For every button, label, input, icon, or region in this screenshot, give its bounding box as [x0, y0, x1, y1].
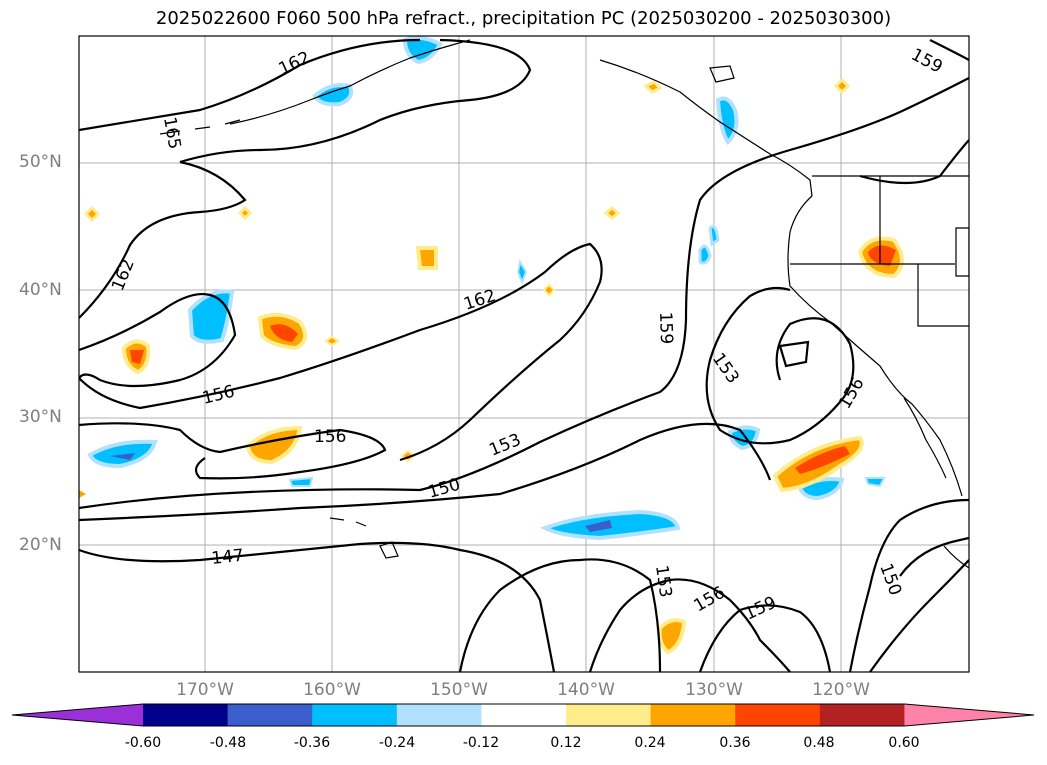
- map-title: 2025022600 F060 500 hPa refract., precip…: [155, 8, 892, 29]
- colorbar-segment: [650, 704, 736, 726]
- lon-label: 170°W: [176, 680, 234, 700]
- colorbar-extend-low: [12, 704, 143, 726]
- map-border: [78, 35, 970, 673]
- colorbar-outline: [11, 703, 1035, 727]
- contour-label: 162: [276, 48, 314, 80]
- contour-label: 147: [210, 546, 244, 569]
- lon-label: 130°W: [685, 680, 743, 700]
- coastlines: [159, 39, 969, 569]
- contour-label: 156: [200, 382, 236, 409]
- contour-label: 156: [314, 427, 346, 447]
- lon-label: 150°W: [430, 680, 488, 700]
- colorbar-tick-label: -0.36: [293, 735, 331, 751]
- colorbar-segment: [735, 704, 821, 726]
- colorbar-tick-label: 0.60: [888, 735, 920, 751]
- colorbar: [11, 703, 1035, 727]
- contour-label: 162: [108, 256, 139, 294]
- colorbar-tick-label: 0.36: [719, 735, 751, 751]
- precip-shading: [79, 36, 904, 655]
- colorbar-tick-label: -0.12: [462, 735, 500, 751]
- contour-label: 165: [159, 115, 184, 150]
- colorbar-tick-label: -0.24: [378, 735, 416, 751]
- lon-label: 120°W: [812, 680, 870, 700]
- contour-label: 159: [908, 45, 946, 78]
- lon-label: 160°W: [303, 680, 361, 700]
- colorbar-tick-label: 0.12: [550, 735, 582, 751]
- colorbar-extend-high: [904, 704, 1034, 726]
- contour-label: 153: [486, 430, 524, 461]
- lon-label: 140°W: [557, 680, 615, 700]
- lat-label: 50°N: [19, 152, 62, 172]
- colorbar-segment: [227, 704, 313, 726]
- colorbar-tick-label: 0.48: [803, 735, 835, 751]
- colorbar-segment: [481, 704, 567, 726]
- contour-label: 153: [708, 349, 743, 387]
- lat-label: 30°N: [19, 407, 62, 427]
- contour-label: 159: [742, 593, 780, 625]
- contour-label: 156: [691, 583, 729, 617]
- contour-label: 156: [835, 374, 869, 412]
- contour-label: 150: [875, 561, 905, 598]
- contour-label: 159: [655, 311, 676, 344]
- gridlines: [79, 36, 969, 672]
- colorbar-segment: [566, 704, 652, 726]
- colorbar-segment: [396, 704, 482, 726]
- colorbar-tick-label: -0.48: [209, 735, 247, 751]
- colorbar-segment: [143, 704, 229, 726]
- lat-label: 40°N: [19, 280, 62, 300]
- refractivity-contours: [79, 38, 969, 672]
- colorbar-tick-label: 0.24: [634, 735, 666, 751]
- contour-label: 153: [651, 564, 675, 599]
- colorbar-segment: [312, 704, 398, 726]
- lat-label: 20°N: [19, 535, 62, 555]
- colorbar-segment: [819, 704, 905, 726]
- colorbar-tick-label: -0.60: [124, 735, 162, 751]
- contour-labels: 165 162 162 162 159 159 159 156 156 156 …: [108, 45, 946, 625]
